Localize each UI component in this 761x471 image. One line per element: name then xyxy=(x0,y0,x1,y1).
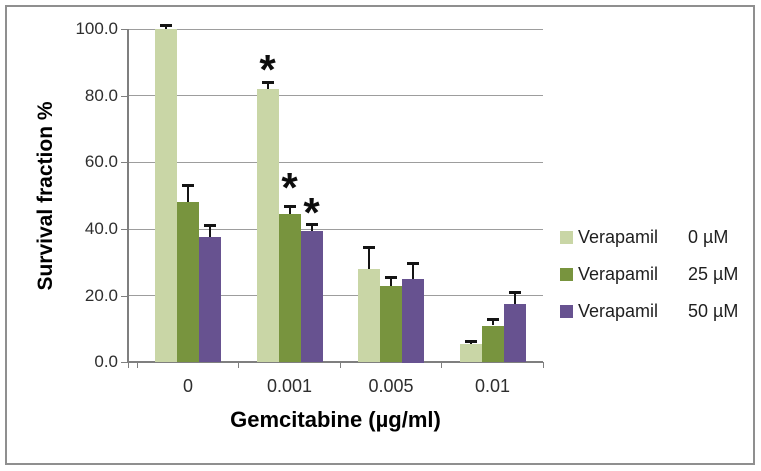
bar-verapamil-25-µm-cat-0.01 xyxy=(481,325,504,362)
legend-series-name: Verapamil xyxy=(578,300,659,321)
bar-verapamil-50-µm-cat-0.005 xyxy=(402,279,424,363)
error-bar-line xyxy=(187,185,189,202)
bar-verapamil-0-µm-cat-0 xyxy=(155,29,177,362)
gridline xyxy=(128,295,543,296)
gridline xyxy=(128,28,543,30)
error-bar-line xyxy=(491,319,494,325)
legend-swatch xyxy=(560,230,573,244)
gridline xyxy=(128,161,543,163)
legend-series-name: Verapamil xyxy=(578,263,659,284)
x-tick-label: 0 xyxy=(182,376,193,396)
bar-verapamil-25-µm-cat-0.005 xyxy=(380,285,402,362)
legend-series-dose: 50 µM xyxy=(688,300,739,321)
x-axis-tick xyxy=(127,362,129,368)
error-bar-line xyxy=(266,82,269,89)
error-bar-cap xyxy=(363,245,375,249)
y-axis-tick xyxy=(121,29,128,30)
error-bar-cap xyxy=(464,340,477,343)
legend: Verapamil 0 µM Verapamil 25 µM Verapamil 50 µ… xyxy=(560,0,755,471)
x-axis-tick xyxy=(136,362,138,368)
chart-border-frame xyxy=(5,5,755,465)
y-tick-label: 20.0 xyxy=(84,285,118,305)
legend-item-verapamil-25-µm: Verapamil 25 µM xyxy=(560,263,738,285)
y-axis-tick xyxy=(121,162,128,163)
x-axis-tick xyxy=(542,362,544,368)
x-axis-tick xyxy=(441,362,442,368)
error-bar-cap xyxy=(283,204,296,208)
x-axis-line xyxy=(127,361,543,363)
y-axis-tick xyxy=(121,362,128,363)
x-tick-label: 0.005 xyxy=(368,376,414,396)
legend-series-dose: 0 µM xyxy=(688,226,729,247)
y-axis-tick xyxy=(121,295,128,297)
x-tick-label: 0.01 xyxy=(474,376,511,396)
significance-asterisk: * xyxy=(281,163,298,211)
y-axis-tick xyxy=(121,229,128,230)
y-axis-tick xyxy=(121,95,128,97)
legend-item-verapamil-50-µm: Verapamil 50 µM xyxy=(560,300,738,322)
legend-swatch xyxy=(560,267,573,281)
error-bar-cap xyxy=(305,223,318,226)
bar-verapamil-50-µm-cat-0.001 xyxy=(300,230,323,362)
gridline xyxy=(128,228,543,230)
bar-verapamil-0-µm-cat-0.01 xyxy=(459,343,482,362)
gridline xyxy=(128,95,543,96)
y-tick-label: 100.0 xyxy=(75,19,118,38)
significance-asterisk: * xyxy=(303,188,320,236)
y-tick-label: 40.0 xyxy=(84,219,118,238)
error-bar-cap xyxy=(385,275,397,279)
error-bar-cap xyxy=(407,262,419,265)
y-tick-label: 60.0 xyxy=(84,152,118,171)
error-bar-line xyxy=(368,247,370,269)
x-axis-tick xyxy=(238,362,239,368)
bar-verapamil-25-µm-cat-0 xyxy=(177,202,199,362)
bar-verapamil-50-µm-cat-0 xyxy=(199,237,221,362)
x-axis-tick xyxy=(339,362,341,368)
error-bar-line xyxy=(165,25,167,29)
bar-verapamil-25-µm-cat-0.001 xyxy=(278,214,301,362)
bar-verapamil-50-µm-cat-0.01 xyxy=(503,303,526,362)
y-tick-label: 0.0 xyxy=(94,352,118,371)
error-bar-cap xyxy=(486,318,499,321)
legend-item-verapamil-0-µm: Verapamil 0 µM xyxy=(560,226,728,248)
x-tick-label: 0.001 xyxy=(266,376,313,396)
error-bar-cap xyxy=(508,291,521,294)
y-tick-label: 80.0 xyxy=(84,85,118,105)
bar-verapamil-0-µm-cat-0.001 xyxy=(256,89,279,362)
error-bar-line xyxy=(209,225,211,237)
x-axis-title: Gemcitabine (µg/ml) xyxy=(230,407,441,432)
bar-verapamil-0-µm-cat-0.005 xyxy=(358,269,380,362)
y-axis-line xyxy=(127,29,129,363)
error-bar-line xyxy=(412,263,414,279)
error-bar-line xyxy=(513,292,516,304)
legend-swatch xyxy=(560,304,573,318)
significance-asterisk: * xyxy=(259,45,276,93)
error-bar-line xyxy=(390,277,392,286)
error-bar-line xyxy=(310,224,313,231)
legend-series-dose: 25 µM xyxy=(688,263,739,284)
error-bar-cap xyxy=(204,223,216,227)
error-bar-cap xyxy=(160,24,172,27)
error-bar-line xyxy=(288,206,291,214)
legend-series-name: Verapamil xyxy=(578,226,659,247)
error-bar-cap xyxy=(182,184,194,187)
error-bar-cap xyxy=(261,81,274,84)
